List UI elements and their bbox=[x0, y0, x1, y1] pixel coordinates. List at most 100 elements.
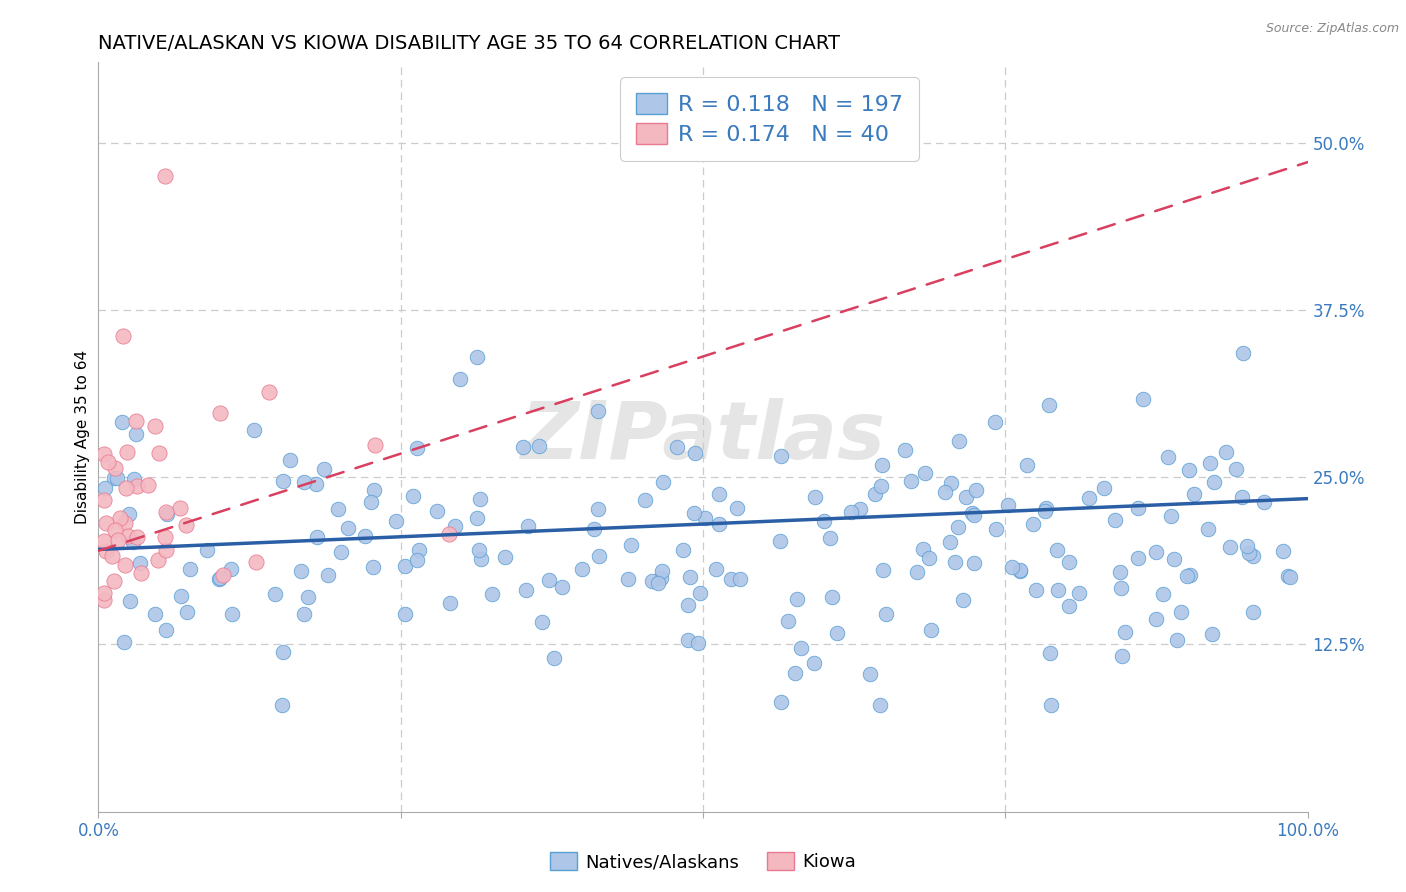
Point bbox=[943, 555, 966, 569]
Point bbox=[1010, 564, 1032, 578]
Point bbox=[93, 493, 115, 508]
Point bbox=[1132, 392, 1154, 406]
Point bbox=[1144, 545, 1167, 559]
Point bbox=[676, 632, 699, 647]
Point bbox=[143, 607, 166, 621]
Point bbox=[292, 475, 315, 490]
Point bbox=[869, 698, 891, 712]
Point bbox=[1253, 495, 1275, 509]
Point bbox=[905, 565, 928, 579]
Point bbox=[155, 505, 177, 519]
Point bbox=[408, 543, 430, 558]
Point bbox=[156, 507, 179, 521]
Point bbox=[1157, 450, 1180, 464]
Point bbox=[538, 573, 561, 587]
Point bbox=[1219, 540, 1241, 554]
Point bbox=[1271, 544, 1294, 558]
Point bbox=[914, 466, 936, 480]
Point bbox=[1232, 346, 1254, 360]
Point bbox=[125, 414, 148, 428]
Point bbox=[1239, 546, 1261, 560]
Y-axis label: Disability Age 35 to 64: Disability Age 35 to 64 bbox=[75, 350, 90, 524]
Point bbox=[728, 572, 751, 586]
Point bbox=[571, 562, 593, 576]
Point bbox=[704, 562, 727, 576]
Point bbox=[103, 574, 125, 588]
Point bbox=[263, 586, 285, 600]
Point bbox=[527, 439, 550, 453]
Point bbox=[1109, 581, 1132, 595]
Point bbox=[1046, 542, 1069, 557]
Point bbox=[634, 492, 657, 507]
Point bbox=[394, 559, 416, 574]
Point bbox=[292, 607, 315, 622]
Point bbox=[652, 475, 675, 490]
Point bbox=[647, 576, 669, 591]
Point bbox=[938, 535, 960, 549]
Point bbox=[1178, 463, 1201, 477]
Point bbox=[290, 564, 312, 578]
Point bbox=[803, 656, 825, 670]
Point bbox=[783, 665, 806, 680]
Point bbox=[115, 445, 138, 459]
Point bbox=[770, 450, 793, 464]
Point bbox=[125, 479, 148, 493]
Point bbox=[270, 698, 292, 712]
Point bbox=[155, 543, 177, 558]
Point bbox=[952, 592, 974, 607]
Point bbox=[965, 483, 987, 497]
Point bbox=[360, 494, 382, 508]
Point bbox=[948, 519, 970, 533]
Point bbox=[872, 458, 894, 472]
Point bbox=[110, 511, 132, 525]
Point bbox=[112, 328, 135, 343]
Point bbox=[271, 475, 294, 489]
Point bbox=[865, 487, 887, 501]
Point bbox=[94, 544, 117, 558]
Point bbox=[776, 614, 799, 628]
Point bbox=[257, 385, 280, 400]
Point bbox=[586, 501, 609, 516]
Point bbox=[1017, 458, 1039, 473]
Point bbox=[986, 522, 1008, 536]
Point bbox=[219, 562, 242, 576]
Point bbox=[543, 650, 565, 665]
Point bbox=[1126, 500, 1149, 515]
Point bbox=[693, 510, 716, 524]
Point bbox=[146, 553, 169, 567]
Point bbox=[176, 605, 198, 619]
Point bbox=[121, 535, 143, 549]
Point bbox=[1163, 552, 1185, 566]
Point bbox=[583, 523, 606, 537]
Point bbox=[337, 521, 360, 535]
Point bbox=[97, 455, 120, 469]
Point bbox=[143, 419, 166, 434]
Point bbox=[449, 372, 471, 386]
Point bbox=[963, 508, 986, 522]
Point bbox=[803, 490, 825, 504]
Point bbox=[1182, 486, 1205, 500]
Point bbox=[1035, 501, 1057, 516]
Point bbox=[278, 453, 301, 467]
Point bbox=[1038, 399, 1060, 413]
Point bbox=[688, 636, 710, 650]
Legend: Natives/Alaskans, Kiowa: Natives/Alaskans, Kiowa bbox=[543, 846, 863, 879]
Point bbox=[516, 519, 538, 533]
Point bbox=[948, 434, 970, 449]
Point bbox=[1278, 569, 1301, 583]
Point bbox=[650, 571, 672, 585]
Point bbox=[470, 492, 492, 507]
Point bbox=[437, 527, 460, 541]
Point bbox=[494, 549, 516, 564]
Point bbox=[1160, 508, 1182, 523]
Point bbox=[212, 568, 235, 582]
Point bbox=[586, 404, 609, 418]
Point bbox=[153, 169, 176, 184]
Text: NATIVE/ALASKAN VS KIOWA DISABILITY AGE 35 TO 64 CORRELATION CHART: NATIVE/ALASKAN VS KIOWA DISABILITY AGE 3… bbox=[98, 34, 841, 53]
Point bbox=[439, 596, 461, 610]
Point bbox=[93, 533, 115, 548]
Point bbox=[1241, 549, 1264, 563]
Point bbox=[912, 541, 935, 556]
Point bbox=[893, 442, 915, 457]
Legend: R = 0.118   N = 197, R = 0.174   N = 40: R = 0.118 N = 197, R = 0.174 N = 40 bbox=[620, 78, 918, 161]
